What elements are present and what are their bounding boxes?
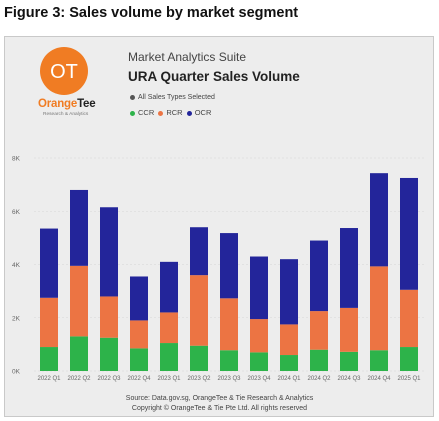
- bar-segment-ocr: [340, 228, 358, 308]
- y-tick-label: 8K: [12, 156, 21, 163]
- bar-segment-ccr: [370, 350, 388, 371]
- legend-item-ccr[interactable]: CCR: [130, 108, 154, 117]
- x-tick-label: 2023 Q4: [247, 376, 271, 382]
- bar-segment-ocr: [100, 207, 118, 297]
- x-tick-label: 2025 Q1: [397, 376, 421, 382]
- x-tick-label: 2024 Q1: [277, 376, 301, 382]
- report-suite: Market Analytics Suite: [128, 50, 247, 64]
- bar-segment-rcr: [160, 312, 178, 344]
- bar-segment-ccr: [220, 350, 238, 371]
- bar-segment-ccr: [190, 345, 208, 371]
- bar-segment-ccr: [310, 349, 328, 371]
- bar-segment-ocr: [250, 256, 268, 320]
- bar-segment-rcr: [400, 289, 418, 348]
- y-tick-label: 4K: [12, 262, 21, 269]
- legend-ocr-label: OCR: [194, 108, 212, 117]
- source-note: Source: Data.gov.sg, OrangeTee & Tie Res…: [0, 394, 439, 413]
- bar-segment-rcr: [190, 275, 208, 346]
- bar-segment-ocr: [400, 177, 418, 290]
- bar-segment-ocr: [160, 261, 178, 313]
- bar-segment-rcr: [280, 324, 298, 356]
- brand-name-part2: Tee: [77, 98, 96, 110]
- bar-segment-ccr: [130, 348, 148, 371]
- filter-label: All Sales Types Selected: [138, 94, 215, 101]
- x-tick-label: 2023 Q2: [187, 376, 211, 382]
- bar-segment-rcr: [370, 266, 388, 351]
- bar-segment-rcr: [70, 265, 88, 337]
- bar-segment-ocr: [220, 233, 238, 299]
- x-tick-label: 2024 Q2: [307, 376, 331, 382]
- bar-segment-ccr: [70, 336, 88, 371]
- bar-segment-ccr: [160, 343, 178, 371]
- legend-rcr-label: RCR: [166, 108, 183, 117]
- filter-legend: All Sales Types Selected: [130, 94, 215, 101]
- bar-segment-ocr: [190, 227, 208, 276]
- x-tick-label: 2022 Q3: [97, 376, 121, 382]
- bar-segment-ocr: [280, 259, 298, 325]
- y-tick-label: 2K: [12, 315, 21, 322]
- brand-name: OrangeTee: [38, 98, 98, 110]
- bar-segment-rcr: [100, 296, 118, 338]
- legend-ccr-dot-icon: [130, 110, 135, 116]
- series-legend: CCR RCR OCR: [130, 108, 213, 117]
- legend-ocr-dot-icon: [186, 110, 192, 116]
- figure-title: Figure 3: Sales volume by market segment: [4, 5, 299, 21]
- orangetee-logo-icon: OT: [40, 47, 88, 95]
- bar-segment-ocr: [370, 173, 388, 267]
- legend-rcr-dot-icon: [158, 110, 164, 116]
- filter-dot-icon: [130, 94, 135, 100]
- source-line-1: Source: Data.gov.sg, OrangeTee & Tie Res…: [125, 395, 314, 402]
- bar-segment-rcr: [310, 311, 328, 350]
- legend-item-ocr[interactable]: OCR: [186, 108, 212, 117]
- bar-segment-rcr: [130, 320, 148, 349]
- bar-segment-ocr: [70, 189, 88, 266]
- bar-segment-rcr: [220, 298, 238, 351]
- x-tick-label: 2023 Q3: [217, 376, 241, 382]
- legend-ccr-label: CCR: [138, 108, 155, 117]
- x-tick-label: 2022 Q2: [67, 376, 91, 382]
- bar-segment-rcr: [250, 319, 268, 353]
- report-title: URA Quarter Sales Volume: [128, 69, 300, 84]
- bar-segment-ccr: [100, 337, 118, 371]
- bar-segment-ccr: [40, 347, 58, 371]
- bar-segment-ccr: [250, 352, 268, 371]
- bar-segment-ccr: [280, 355, 298, 371]
- y-tick-label: 6K: [12, 209, 21, 216]
- bar-segment-ccr: [340, 351, 358, 371]
- x-tick-label: 2022 Q1: [37, 376, 61, 382]
- bar-segment-rcr: [40, 297, 58, 348]
- x-tick-label: 2023 Q1: [157, 376, 181, 382]
- y-tick-label: 0K: [12, 369, 21, 376]
- bar-segment-ocr: [40, 228, 58, 298]
- brand-name-part1: Orange: [38, 98, 78, 110]
- x-tick-label: 2024 Q4: [367, 376, 391, 382]
- svg-text:OT: OT: [50, 61, 78, 83]
- source-line-2: Copyright © OrangeTee & Tie Pte Ltd. All…: [131, 404, 308, 412]
- bar-segment-ocr: [130, 276, 148, 321]
- x-tick-label: 2024 Q3: [337, 376, 361, 382]
- bar-segment-ccr: [400, 347, 418, 371]
- bar-segment-ocr: [310, 240, 328, 312]
- legend-item-rcr[interactable]: RCR: [158, 108, 183, 117]
- brand-subtitle: Research & Analytics: [43, 112, 89, 117]
- x-tick-label: 2022 Q4: [127, 376, 151, 382]
- bar-segment-rcr: [340, 307, 358, 352]
